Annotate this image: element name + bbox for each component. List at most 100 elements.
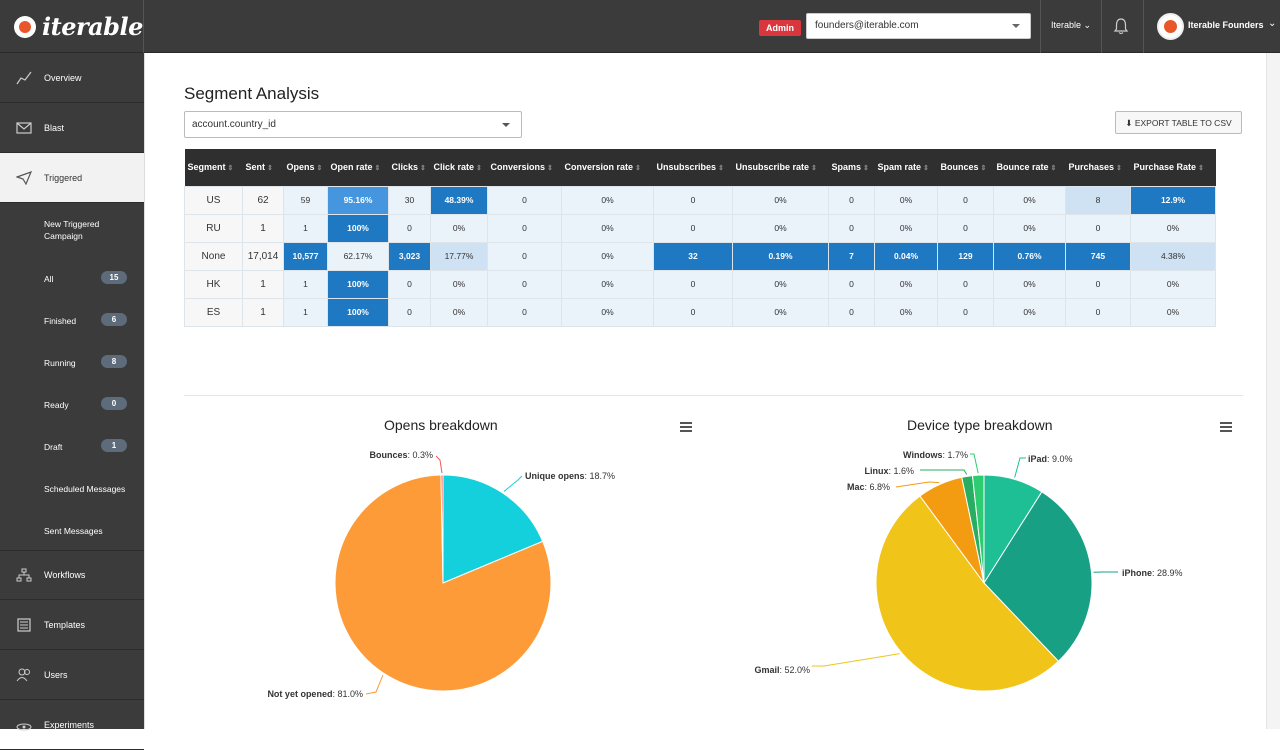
chart-menu-icon[interactable]	[680, 422, 692, 432]
table-cell: 0.76%	[994, 242, 1066, 270]
table-cell: 7	[829, 242, 875, 270]
sidebar-item-templates[interactable]: Templates	[0, 600, 144, 650]
sidebar-item-triggered[interactable]: Triggered	[0, 153, 144, 203]
column-header[interactable]: Spams ⇕	[829, 149, 875, 186]
admin-badge: Admin	[759, 20, 801, 36]
sort-icon[interactable]: ⇕	[979, 165, 987, 172]
column-header[interactable]: Bounces ⇕	[938, 149, 994, 186]
table-cell: 0	[389, 270, 431, 298]
subitem-running[interactable]: Running	[44, 357, 76, 369]
column-header[interactable]: Purchases ⇕	[1066, 149, 1131, 186]
label-connector	[920, 470, 967, 474]
sort-icon[interactable]: ⇕	[265, 165, 273, 172]
column-header-label: Click rate	[434, 162, 475, 172]
sort-icon[interactable]: ⇕	[809, 165, 817, 172]
slice-label-value: 81.0%	[337, 689, 363, 699]
column-header-label: Open rate	[331, 162, 373, 172]
table-cell: 0	[389, 298, 431, 326]
table-cell: 0	[654, 186, 733, 214]
sort-icon[interactable]: ⇕	[861, 165, 869, 172]
column-header[interactable]: Opens ⇕	[284, 149, 328, 186]
subitem-scheduled-messages[interactable]: Scheduled Messages	[44, 483, 125, 495]
sidebar-item-workflows[interactable]: Workflows	[0, 550, 144, 600]
scrollbar[interactable]	[1266, 53, 1280, 729]
column-header[interactable]: Bounce rate ⇕	[994, 149, 1066, 186]
subitem-all[interactable]: All	[44, 273, 53, 285]
sort-icon[interactable]: ⇕	[474, 165, 482, 172]
account-name[interactable]: Iterable Founders	[1188, 20, 1264, 30]
template-icon	[16, 618, 32, 632]
sort-icon[interactable]: ⇕	[418, 165, 426, 172]
table-cell: US	[185, 186, 243, 214]
divider	[1040, 0, 1041, 53]
subitem-label: All	[44, 274, 53, 284]
sort-icon[interactable]: ⇕	[921, 165, 929, 172]
subitem-new-triggered[interactable]: New Triggered Campaign	[44, 218, 124, 242]
subitem-finished[interactable]: Finished	[44, 315, 76, 327]
slice-label-value: 28.9%	[1157, 568, 1183, 578]
chevron-down-icon	[1012, 24, 1020, 28]
slice-label-name: Not yet opened	[267, 689, 332, 699]
chevron-down-icon	[502, 123, 510, 127]
table-cell: 0%	[431, 298, 488, 326]
sort-icon[interactable]: ⇕	[315, 165, 323, 172]
sort-icon[interactable]: ⇕	[1114, 165, 1122, 172]
slice-label-name: Gmail	[754, 665, 779, 675]
sidebar-item-blast[interactable]: Blast	[0, 103, 144, 153]
subitem-ready[interactable]: Ready	[44, 399, 69, 411]
export-csv-button[interactable]: ⬇ EXPORT TABLE TO CSV	[1115, 111, 1242, 134]
sidebar-item-users[interactable]: Users	[0, 650, 144, 700]
table-cell: 3,023	[389, 242, 431, 270]
subitem-label: New Triggered Campaign	[44, 219, 99, 241]
segment-field-select[interactable]: account.country_id	[184, 111, 522, 138]
table-cell: 0%	[562, 242, 654, 270]
table-cell: 1	[243, 214, 284, 242]
brand-logo[interactable]: iterable	[0, 0, 144, 53]
column-header[interactable]: Segment ⇕	[185, 149, 243, 186]
column-header[interactable]: Click rate ⇕	[431, 149, 488, 186]
sort-icon[interactable]: ⇕	[1049, 165, 1057, 172]
bell-icon[interactable]	[1113, 17, 1129, 35]
column-header[interactable]: Unsubscribes ⇕	[654, 149, 733, 186]
column-header[interactable]: Unsubscribe rate ⇕	[733, 149, 829, 186]
column-header[interactable]: Clicks ⇕	[389, 149, 431, 186]
table-cell: 62.17%	[328, 242, 389, 270]
sort-icon[interactable]: ⇕	[1196, 165, 1204, 172]
table-cell: 0%	[994, 270, 1066, 298]
subitem-draft[interactable]: Draft	[44, 441, 62, 453]
column-header[interactable]: Open rate ⇕	[328, 149, 389, 186]
sidebar-item-experiments[interactable]: Experiments	[0, 700, 144, 750]
sort-icon[interactable]: ⇕	[633, 165, 641, 172]
chart-menu-icon[interactable]	[1220, 422, 1232, 432]
org-dropdown[interactable]: Iterable ⌄	[1051, 20, 1091, 31]
column-header[interactable]: Purchase Rate ⇕	[1131, 149, 1216, 186]
column-header[interactable]: Spam rate ⇕	[875, 149, 938, 186]
sort-icon[interactable]: ⇕	[545, 165, 553, 172]
column-header[interactable]: Conversion rate ⇕	[562, 149, 654, 186]
avatar[interactable]	[1157, 13, 1184, 40]
sort-icon[interactable]: ⇕	[373, 165, 381, 172]
sidebar-item-overview[interactable]: Overview	[0, 53, 144, 103]
user-select[interactable]: founders@iterable.com	[806, 13, 1031, 39]
table-cell: 0%	[1131, 270, 1216, 298]
chevron-down-icon[interactable]: ⌄	[1268, 18, 1276, 29]
sort-icon[interactable]: ⇕	[716, 165, 724, 172]
slice-label-name: iPad	[1028, 454, 1047, 464]
subitem-sent-messages[interactable]: Sent Messages	[44, 525, 103, 537]
table-cell: 0	[1066, 298, 1131, 326]
divider	[184, 395, 1243, 396]
sort-icon[interactable]: ⇕	[226, 165, 234, 172]
column-header[interactable]: Conversions ⇕	[488, 149, 562, 186]
divider	[144, 53, 145, 729]
slice-label-value: 1.7%	[947, 450, 968, 460]
count-badge: 0	[101, 397, 127, 410]
slice-label-value: 52.0%	[784, 665, 810, 675]
table-cell: 100%	[328, 298, 389, 326]
slice-label-name: Bounces	[369, 450, 407, 460]
export-label: EXPORT TABLE TO CSV	[1135, 118, 1232, 128]
org-label: Iterable	[1051, 20, 1081, 30]
column-header[interactable]: Sent ⇕	[243, 149, 284, 186]
